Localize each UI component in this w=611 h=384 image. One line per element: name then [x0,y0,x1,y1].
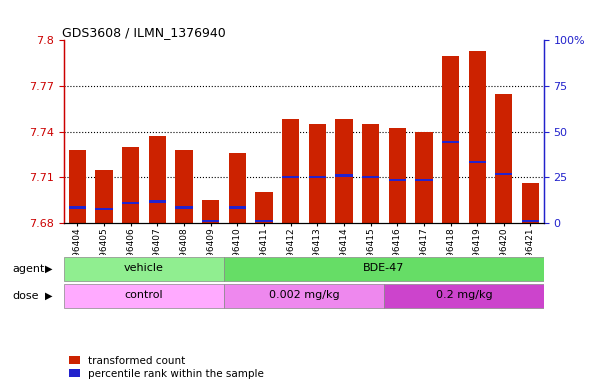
Bar [469,51,486,223]
Bar [495,173,513,175]
Text: BDE-47: BDE-47 [363,263,404,273]
Bar [384,283,544,308]
Text: control: control [125,290,163,300]
Text: 0.002 mg/kg: 0.002 mg/kg [269,290,339,300]
Bar [282,176,299,178]
Text: agent: agent [12,264,45,274]
Text: ▶: ▶ [45,291,53,301]
Bar [64,257,224,281]
Bar [522,220,539,222]
Bar [95,169,113,223]
Bar [224,257,544,281]
Bar [202,200,219,223]
Bar [335,119,353,223]
Text: ▶: ▶ [45,264,53,274]
Bar [148,136,166,223]
Bar [148,200,166,203]
Bar [495,94,513,223]
Legend: transformed count, percentile rank within the sample: transformed count, percentile rank withi… [70,356,264,379]
Bar [442,141,459,143]
Bar [175,150,192,223]
Text: GDS3608 / ILMN_1376940: GDS3608 / ILMN_1376940 [62,26,225,39]
Bar [309,124,326,223]
Bar [122,202,139,204]
Bar [415,131,433,223]
Bar [64,283,224,308]
Bar [389,179,406,181]
Bar [69,150,86,223]
Bar [202,220,219,222]
Bar [522,183,539,223]
Bar [255,192,273,223]
Bar [362,124,379,223]
Bar [415,179,433,181]
Bar [229,206,246,209]
Bar [69,206,86,209]
Bar [362,176,379,178]
Bar [95,208,113,210]
Text: vehicle: vehicle [124,263,164,273]
Bar [469,161,486,163]
Bar [255,220,273,222]
Bar [122,147,139,223]
Bar [175,206,192,209]
Bar [282,119,299,223]
Bar [389,129,406,223]
Bar [335,174,353,177]
Bar [224,283,384,308]
Bar [309,176,326,178]
Text: 0.2 mg/kg: 0.2 mg/kg [436,290,492,300]
Bar [442,56,459,223]
Text: dose: dose [12,291,38,301]
Bar [229,153,246,223]
